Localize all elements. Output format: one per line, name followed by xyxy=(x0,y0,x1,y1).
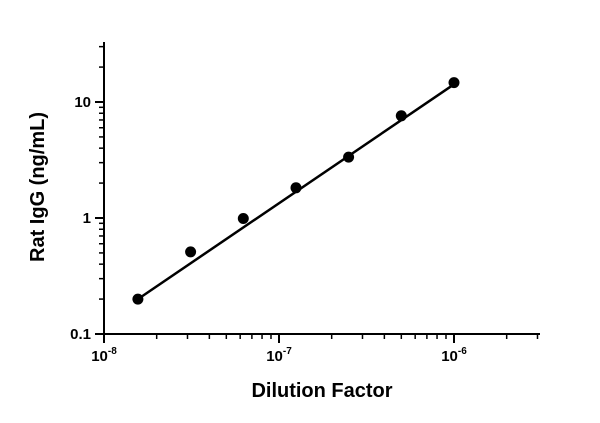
y-tick-label: 1 xyxy=(83,210,91,227)
y-axis-title: Rat IgG (ng/mL) xyxy=(27,112,49,262)
data-point xyxy=(290,182,302,194)
data-point xyxy=(395,110,407,122)
x-tick-label: 10-8 xyxy=(91,346,117,365)
y-tick-label: 10 xyxy=(74,94,91,111)
data-point xyxy=(448,77,460,89)
x-axis-title: Dilution Factor xyxy=(251,380,392,402)
x-tick-label: 10-7 xyxy=(266,346,292,365)
plot-area xyxy=(132,77,460,305)
axes xyxy=(103,42,540,335)
data-point xyxy=(132,293,144,305)
x-tick-label: 10-6 xyxy=(441,346,467,365)
data-point xyxy=(343,151,355,163)
y-tick-label: 0.1 xyxy=(70,326,91,343)
data-point xyxy=(237,213,249,224)
data-point xyxy=(185,246,197,258)
ticks: 0.1 1 10 10-8 10-7 10-6 xyxy=(70,45,539,365)
